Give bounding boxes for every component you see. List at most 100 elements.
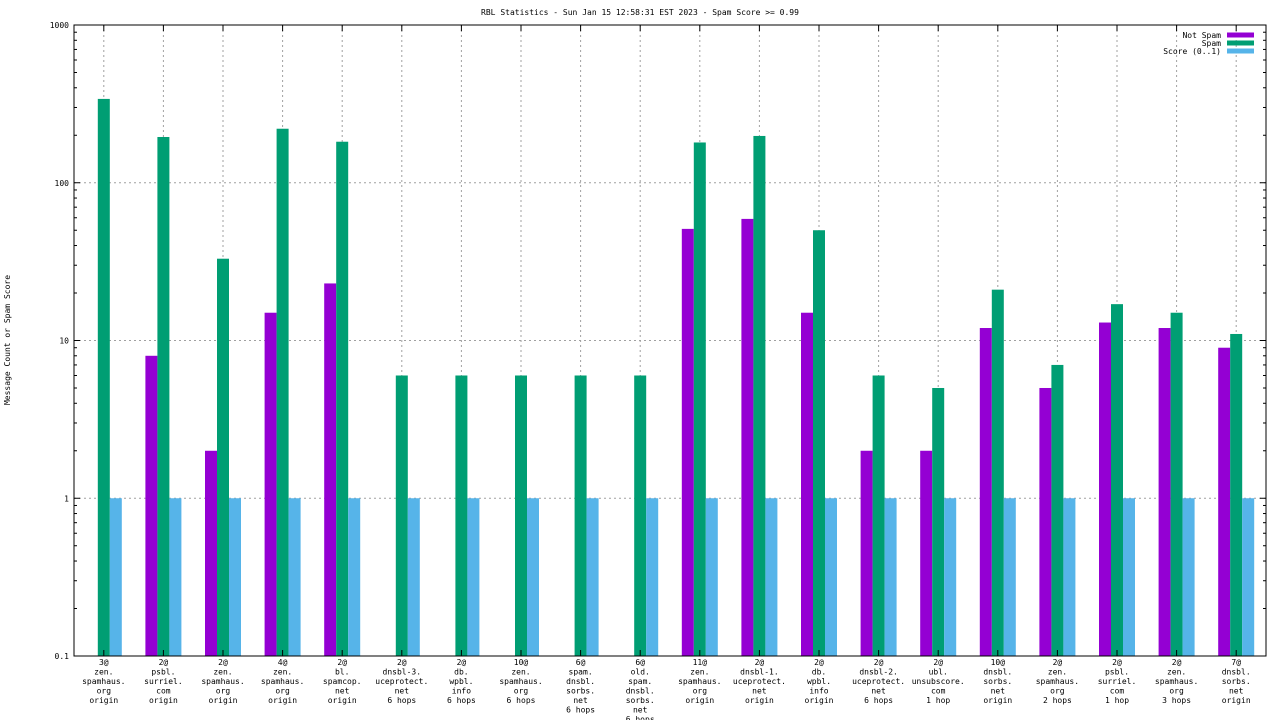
bar-score-0-1 (1123, 498, 1135, 656)
x-tick-label-line: 2@ (397, 658, 407, 667)
bar-not-spam (145, 355, 158, 656)
x-tick-label-line: net (1229, 687, 1244, 696)
x-tick-label-line: spamhaus. (261, 677, 304, 686)
x-tick-label-line: 7@ (1231, 658, 1241, 667)
x-tick-label-line: dnsbl-2. (859, 668, 898, 677)
x-tick-label-line: spamcop. (323, 677, 362, 686)
x-tick-label-line: 2@ (814, 658, 824, 667)
x-tick-label-line: net (871, 687, 886, 696)
x-tick-label-line: com (1110, 687, 1125, 696)
bar-score-0-1 (1003, 498, 1016, 656)
x-tick-label-line: spamhaus. (499, 677, 542, 686)
bar-score-0-1 (109, 498, 122, 656)
x-tick-label: 2@ zen. spamhaus. org 2 hops (1036, 658, 1079, 705)
bar-spam (634, 375, 647, 656)
x-tick-label: 2@ dnsbl-3. uceprotect. net 6 hops (375, 658, 428, 705)
bar-score-0-1 (348, 498, 361, 656)
x-tick-label-line: 6 hops (566, 706, 595, 715)
bar-not-spam (681, 228, 694, 656)
bar-not-spam (801, 312, 813, 656)
x-tick-label-line: spamhaus. (678, 677, 721, 686)
y-tick-label: 1 (64, 494, 69, 503)
bar-not-spam (920, 450, 933, 656)
bar-not-spam (741, 218, 754, 656)
x-tick-label-line: 1 hop (926, 696, 950, 705)
y-tick-label: 0.1 (55, 652, 70, 661)
x-tick-label-line: zen. (690, 668, 709, 677)
bar-spam (276, 128, 289, 657)
x-tick-label-line: 2@ (1112, 658, 1122, 667)
x-tick-label-line: zen. (1048, 668, 1067, 677)
x-tick-label-line: psbl. (151, 668, 175, 677)
x-tick-label-line: 3@ (99, 658, 109, 667)
bar-score-0-1 (527, 498, 539, 656)
x-tick-label-line: net (752, 687, 767, 696)
legend-swatch (1227, 40, 1254, 46)
x-tick-label-line: com (156, 687, 171, 696)
x-tick-label-line: 2@ (457, 658, 467, 667)
x-tick-label-line: 4@ (278, 658, 288, 667)
x-tick-label-line: spamhaus. (82, 677, 125, 686)
x-tick-label: 10@ dnsbl. sorbs. net origin (983, 658, 1012, 705)
x-tick-label-line: origin (209, 696, 238, 705)
x-tick-label-line: origin (328, 696, 357, 705)
bar-score-0-1 (1242, 498, 1255, 656)
x-tick-label-line: 2@ (933, 658, 943, 667)
x-tick-label-line: dnsbl-3. (383, 668, 422, 677)
x-tick-label: 4@ zen. spamhaus. org origin (261, 658, 304, 705)
x-tick-label-line: sorbs. (626, 696, 655, 705)
x-tick-label-line: surriel. (1098, 677, 1137, 686)
bar-spam (932, 387, 945, 656)
legend-label: Not Spam (1182, 31, 1221, 40)
x-tick-label-line: origin (805, 696, 834, 705)
x-tick-label-line: zen. (511, 668, 530, 677)
bar-spam (515, 375, 527, 656)
y-axis-ticks: 0.1 1 10 100 1000 (50, 21, 1266, 661)
bar-not-spam (1039, 387, 1052, 656)
x-tick-label-line: db. (812, 668, 826, 677)
x-tick-label-line: spam. (628, 677, 652, 686)
x-tick-label-line: dnsbl. (626, 687, 655, 696)
grid-lines (74, 25, 1266, 656)
x-tick-label-line: spamhaus. (1036, 677, 1079, 686)
bar-not-spam (264, 312, 277, 656)
x-tick-label-line: sorbs. (983, 677, 1012, 686)
x-tick-label-line: origin (685, 696, 714, 705)
bar-spam (455, 375, 468, 656)
x-tick-label: 11@ zen. spamhaus. org origin (678, 658, 721, 705)
y-tick-label: 100 (55, 179, 70, 188)
x-tick-label-line: 10@ (991, 658, 1006, 667)
x-tick-label-line: net (335, 687, 350, 696)
x-tick-label-line: bl. (335, 668, 349, 677)
bar-spam (336, 141, 349, 656)
x-tick-label-line: uceprotect. (375, 677, 428, 686)
x-tick-label-line: spamhaus. (1155, 677, 1198, 686)
x-tick-label-line: unsubscore. (912, 677, 965, 686)
x-tick-label-line: 6 hops (387, 696, 416, 705)
y-axis-label: Message Count or Spam Score (3, 275, 12, 405)
x-tick-label-line: origin (149, 696, 178, 705)
x-tick-label: 2@ dnsbl-1. uceprotect. net origin (733, 658, 786, 705)
x-tick-label-line: net (573, 696, 588, 705)
bar-spam (1111, 304, 1123, 656)
x-tick-label-line: origin (745, 696, 774, 705)
x-tick-label: 2@ db. wpbl. info 6 hops (447, 658, 476, 705)
x-tick-label-line: 2@ (755, 658, 765, 667)
x-tick-label-line: 6 hops (447, 696, 476, 705)
bar-score-0-1 (1063, 498, 1076, 656)
bar-not-spam (979, 328, 992, 656)
x-tick-label-line: wpbl. (449, 677, 473, 686)
y-tick-label: 10 (59, 337, 69, 346)
x-tick-label: 2@ bl. spamcop. net origin (323, 658, 362, 705)
x-tick-label-line: origin (268, 696, 297, 705)
x-tick-label-line: psbl. (1105, 668, 1129, 677)
x-tick-label: 2@ db. wpbl. info origin (805, 658, 834, 705)
bar-not-spam (1218, 347, 1231, 656)
legend-label: Spam (1202, 39, 1221, 48)
x-tick-label-line: org (216, 687, 231, 696)
bar-spam (97, 98, 110, 657)
x-tick-label: 2@ psbl. surriel. com 1 hop (1098, 658, 1137, 705)
x-tick-label-line: db. (454, 668, 468, 677)
